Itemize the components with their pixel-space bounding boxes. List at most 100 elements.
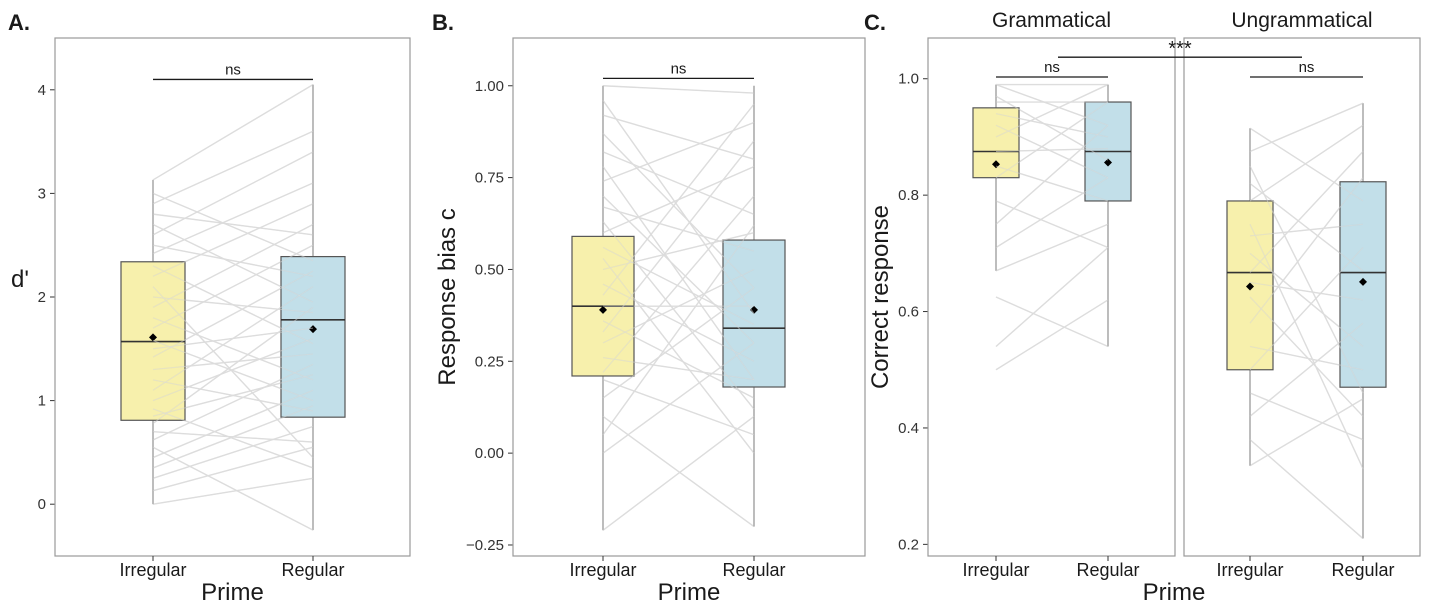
- panel-b-ytick-label-0: −0.25: [466, 537, 504, 554]
- panel-a-subject-overlay-30: [152, 130, 314, 205]
- panel-c-f1-subject-overlay-7: [1249, 296, 1364, 417]
- panel-c-f1-subject-overlay-14: [1249, 183, 1364, 272]
- panel-c-f1-subject-overlay-12: [1249, 224, 1364, 469]
- panel-c-f0-subject-overlay-8: [995, 165, 1109, 202]
- panel-a-subject-overlay-29: [152, 213, 314, 236]
- panel-b-subject-overlay-3: [602, 415, 755, 528]
- panel-a-subject-overlay-13: [152, 379, 314, 412]
- panel-c-facet-1: Irregular Regular ns Ungrammatical: [1183, 9, 1421, 580]
- panel-a-subject-overlay-16: [152, 327, 314, 350]
- panel-b-ytick-label-1: 0.00: [475, 445, 504, 462]
- panel-c-f1-regular-mean-point: [1359, 277, 1367, 286]
- panel-a-subject-overlay-7: [152, 431, 314, 443]
- panel-b-irregular-mean-point: [599, 305, 607, 314]
- panel-c-facet-0: Irregular Regular ns Grammatical: [927, 9, 1176, 580]
- panel-a-subject-overlay-0: [152, 477, 314, 505]
- panel-c-f0-subject-overlay-3: [995, 223, 1109, 272]
- panel-a-ytick-label-0: 0: [38, 496, 46, 513]
- panel-b-subject-overlay-18: [602, 221, 755, 410]
- panel-b-category-label-0-0: Irregular: [569, 560, 636, 580]
- panel-a-subject-overlay-6: [152, 363, 314, 441]
- panel-c-f1-subject-overlay-17: [1249, 127, 1364, 202]
- panel-c-ytick-label-4: 1.0: [898, 71, 919, 88]
- panel-a-regular-mean-point: [309, 325, 317, 334]
- panel-c-f1-subject-overlay-5: [1249, 345, 1364, 371]
- panel-b-subject-overlay-10: [602, 320, 755, 399]
- panel-a-subject-overlay-5: [152, 446, 314, 531]
- panel-b-subject-overlay-0: [602, 415, 755, 531]
- panel-a-ytick-label-1: 1: [38, 393, 46, 410]
- panel-c-f1-subject-overlay-16: [1249, 102, 1364, 152]
- panel-b-plot: Irregular Regular ns: [512, 37, 866, 580]
- panel-b-ytick-label-5: 1.00: [475, 78, 504, 95]
- panel-c-strip-label-0: Grammatical: [992, 9, 1111, 32]
- panel-c-f0-subject-overlay-7: [995, 101, 1109, 179]
- panel-c-category-label-0-0: Irregular: [962, 560, 1029, 580]
- panel-b-subject-overlay-5: [602, 379, 755, 436]
- panel-c-f0-subject-overlay-10: [995, 84, 1109, 138]
- panel-b-subject-overlay-27: [602, 85, 755, 94]
- panel-b-ytick-label-2: 0.25: [475, 353, 504, 370]
- panel-b-x-axis-title: Prime: [658, 579, 721, 606]
- panel-b-subject-overlay-25: [602, 114, 755, 160]
- panel-c-f0-regular-mean-point: [1104, 158, 1112, 167]
- panel-c-category-label-1-1: Regular: [1331, 560, 1394, 580]
- panel-b-subject-overlay-13: [602, 283, 755, 362]
- panel-c-ytick-label-0: 0.2: [898, 536, 919, 553]
- panel-a-subject-overlay-31: [152, 192, 314, 262]
- panel-c-f1-subject-overlay-13: [1249, 124, 1364, 202]
- panel-c-label: C.: [864, 10, 886, 35]
- panel-c-f0-subject-overlay-12: [995, 113, 1109, 138]
- panel-c-f0-subject-overlay-0: [995, 299, 1109, 371]
- panel-b-subject-overlay-16: [602, 246, 755, 325]
- panel-a-subject-overlay-27: [152, 151, 314, 236]
- panel-a-plot: Irregular Regular ns: [54, 37, 411, 580]
- panel-b-subject-overlay-17: [602, 166, 755, 234]
- panel-c-category-label-0-1: Regular: [1076, 560, 1139, 580]
- panel-b-subject-overlay-6: [602, 195, 755, 373]
- panel-b-label: B.: [432, 10, 454, 35]
- panel-c-f1-subject-overlay-0: [1249, 398, 1364, 467]
- panel-c-cross-significance-label: ***: [1168, 38, 1192, 60]
- panel-a-frame: [54, 37, 411, 557]
- panel-c-ytick-label-2: 0.6: [898, 304, 919, 321]
- panel-a-subject-overlay-17: [152, 340, 314, 402]
- panel-a: A. 0 1 2 3 4 d' Prime Irregular Regular ns: [8, 10, 411, 606]
- panel-b-subject-overlay-14: [602, 232, 755, 270]
- panel-c-strip-label-1: Ungrammatical: [1231, 9, 1372, 32]
- panel-a-subject-overlay-4: [152, 389, 314, 459]
- panel-a-subject-overlay-10: [152, 408, 314, 469]
- panel-b-subject-overlay-2: [602, 225, 755, 436]
- panel-a-subject-overlay-24: [152, 265, 314, 345]
- panel-b-subject-overlay-22: [602, 166, 755, 380]
- panel-c-f0-subject-overlay-1: [995, 247, 1109, 347]
- panel-b-subject-overlay-19: [602, 206, 755, 252]
- panel-a-category-label-0-0: Irregular: [119, 560, 186, 580]
- panel-c-f0-subject-overlay-14: [995, 95, 1109, 161]
- panel-c-f1-subject-overlay-10: [1249, 252, 1364, 347]
- panel-c-cmp-1-0-significance-label: ns: [1299, 59, 1315, 76]
- panel-c-f1-subject-overlay-3: [1249, 392, 1364, 441]
- panel-b-ytick-label-3: 0.50: [475, 261, 504, 278]
- panel-a-subject-overlay-28: [152, 224, 314, 303]
- panel-c-f1-subject-overlay-11: [1249, 223, 1364, 237]
- panel-b-subject-overlay-23: [602, 151, 755, 215]
- panel-c-f0-subject-overlay-4: [995, 177, 1109, 248]
- panel-a-label: A.: [8, 10, 30, 35]
- panel-a-subject-overlay-26: [152, 244, 314, 277]
- panel-a-subject-overlay-20: [152, 224, 314, 308]
- panel-b-category-label-0-1: Regular: [722, 560, 785, 580]
- panel-a-ytick-label-2: 2: [38, 289, 46, 306]
- panel-c-f0-subject-overlay-16: [995, 84, 1109, 126]
- panel-b-cmp-0-0-significance-label: ns: [671, 60, 687, 77]
- panel-b-subject-overlay-24: [602, 133, 755, 289]
- panel-c-f1-subject-overlay-15: [1249, 165, 1364, 394]
- panel-b-frame: [512, 37, 866, 557]
- panel-a-subject-overlay-2: [152, 426, 314, 479]
- panel-c-ytick-label-3: 0.8: [898, 187, 919, 204]
- panel-a-cmp-0-0-significance-label: ns: [225, 61, 241, 78]
- panel-a-category-label-0-1: Regular: [281, 560, 344, 580]
- panel-b-y-axis-title: Response bias c: [434, 208, 461, 385]
- panel-b-subject-overlay-15: [602, 258, 755, 454]
